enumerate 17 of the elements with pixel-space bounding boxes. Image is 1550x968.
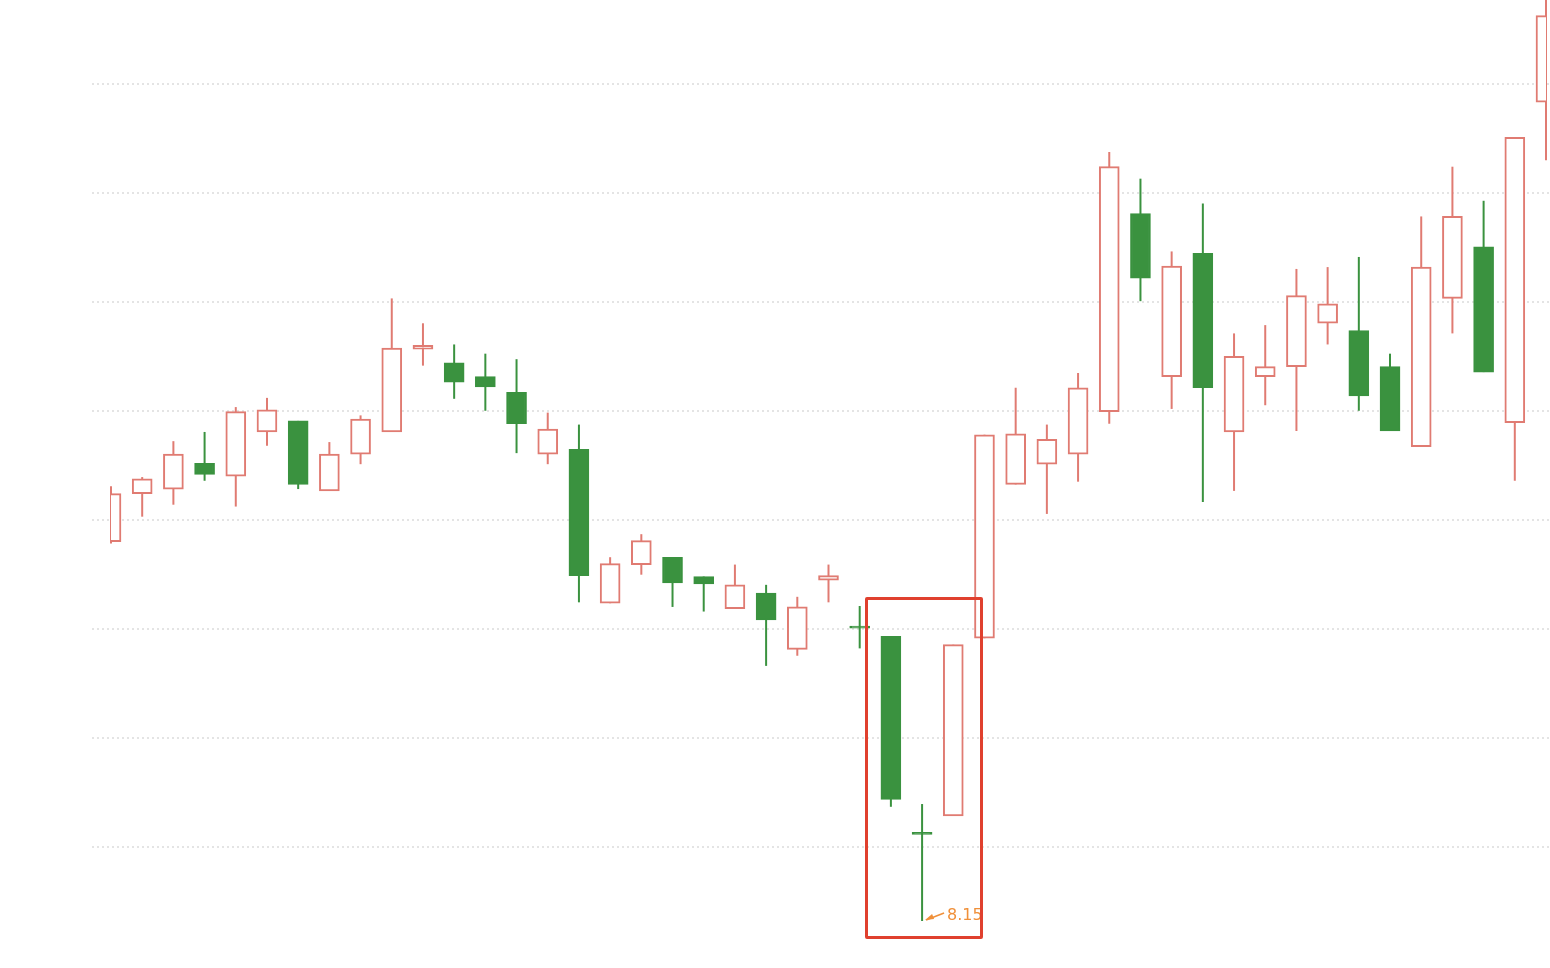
candlestick xyxy=(537,411,559,466)
candlestick xyxy=(662,556,683,608)
annotation: 8.15 xyxy=(947,905,983,925)
candlestick xyxy=(631,533,652,576)
candlestick xyxy=(1254,324,1276,407)
candlestick xyxy=(131,476,153,518)
candlestick xyxy=(1317,266,1338,346)
candlestick xyxy=(818,563,839,604)
candlestick xyxy=(755,583,777,667)
candlestick xyxy=(475,352,496,412)
candlestick xyxy=(724,563,746,610)
candlestick xyxy=(443,343,465,400)
candlestick xyxy=(693,575,715,613)
candlestick xyxy=(256,396,278,447)
candlestick xyxy=(194,430,215,482)
candlestick xyxy=(412,322,434,367)
candlestick xyxy=(1036,423,1058,515)
